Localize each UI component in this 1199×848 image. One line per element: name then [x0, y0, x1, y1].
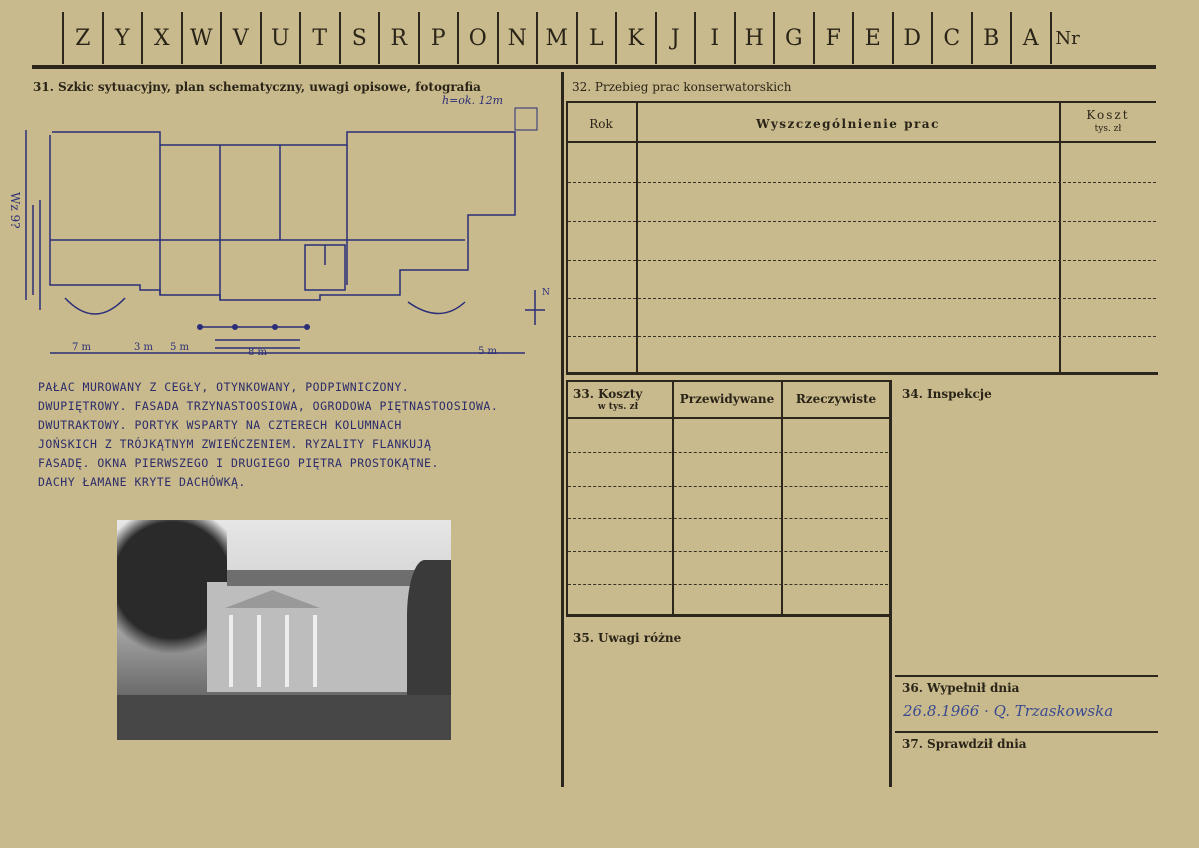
- scale-label: 5 m: [478, 346, 498, 357]
- letter-cell: Nr: [1049, 12, 1084, 64]
- floor-plan-sketch: h=ok. 12m Wz 9? N 7 m 3 m 5 m 8 m 5 m: [10, 94, 550, 358]
- letter-cell: J: [654, 12, 695, 64]
- letter-cell: T: [299, 12, 339, 64]
- scale-label: 7 m: [72, 342, 92, 353]
- col-year: Rok: [589, 117, 613, 131]
- letter-cell: Z: [62, 12, 102, 64]
- letter-cell: H: [733, 12, 774, 64]
- col-description: Wyszczególnienie prac: [756, 117, 940, 131]
- letter-cell: L: [575, 12, 616, 64]
- column-divider: [561, 72, 564, 787]
- letter-cell: S: [338, 12, 379, 64]
- scale-label: 8 m: [248, 347, 268, 358]
- letter-cell: R: [378, 12, 418, 64]
- letter-cell: K: [615, 12, 655, 64]
- section-33-title: 33. Koszty: [573, 387, 643, 401]
- col-cost: Koszt: [1086, 108, 1130, 122]
- header-divider: [32, 65, 1156, 69]
- section-31-title: 31. Szkic sytuacyjny, plan schematyczny,…: [33, 80, 481, 94]
- letter-cell: X: [141, 12, 181, 64]
- scale-label: 3 m: [134, 342, 154, 353]
- letter-cell: C: [931, 12, 971, 64]
- letter-index-row: Z Y X W V U T S R P O N M L K J I H G F E D C B A Nr: [62, 12, 1084, 64]
- letter-cell: P: [417, 12, 458, 64]
- section-34-title: 34. Inspekcje: [902, 387, 992, 401]
- col-planned: Przewidywane: [679, 392, 775, 406]
- section-32-title: 32. Przebieg prac konserwatorskich: [572, 80, 792, 94]
- palace-photograph: [117, 520, 451, 740]
- letter-cell: U: [259, 12, 300, 64]
- col-cost-unit: tys. zł: [1094, 124, 1122, 134]
- letter-cell: V: [220, 12, 260, 64]
- section-33-unit: w tys. zł: [597, 402, 639, 412]
- letter-cell: A: [1010, 12, 1050, 64]
- col-actual: Rzeczywiste: [795, 392, 877, 406]
- letter-cell: F: [812, 12, 853, 64]
- section-36-title: 36. Wypełnił dnia: [902, 681, 1020, 695]
- letter-cell: W: [180, 12, 221, 64]
- side-note: Wz 9?: [10, 192, 22, 229]
- letter-cell: G: [773, 12, 813, 64]
- section-37-title: 37. Sprawdził dnia: [902, 737, 1027, 751]
- letter-cell: B: [970, 12, 1011, 64]
- letter-cell: I: [694, 12, 734, 64]
- letter-cell: O: [457, 12, 497, 64]
- scale-label: 5 m: [170, 342, 190, 353]
- letter-cell: D: [891, 12, 932, 64]
- building-description: PAŁAC MUROWANY Z CEGŁY, OTYNKOWANY, PODP…: [38, 380, 499, 489]
- filled-by-signature: 26.8.1966 · Q. Trzaskowska: [903, 702, 1114, 720]
- section-35-title: 35. Uwagi różne: [573, 631, 682, 645]
- height-note: h=ok. 12m: [442, 94, 503, 107]
- north-mark: N: [542, 288, 550, 298]
- letter-cell: M: [536, 12, 576, 64]
- letter-cell: E: [852, 12, 892, 64]
- letter-cell: Y: [101, 12, 142, 64]
- letter-cell: N: [496, 12, 537, 64]
